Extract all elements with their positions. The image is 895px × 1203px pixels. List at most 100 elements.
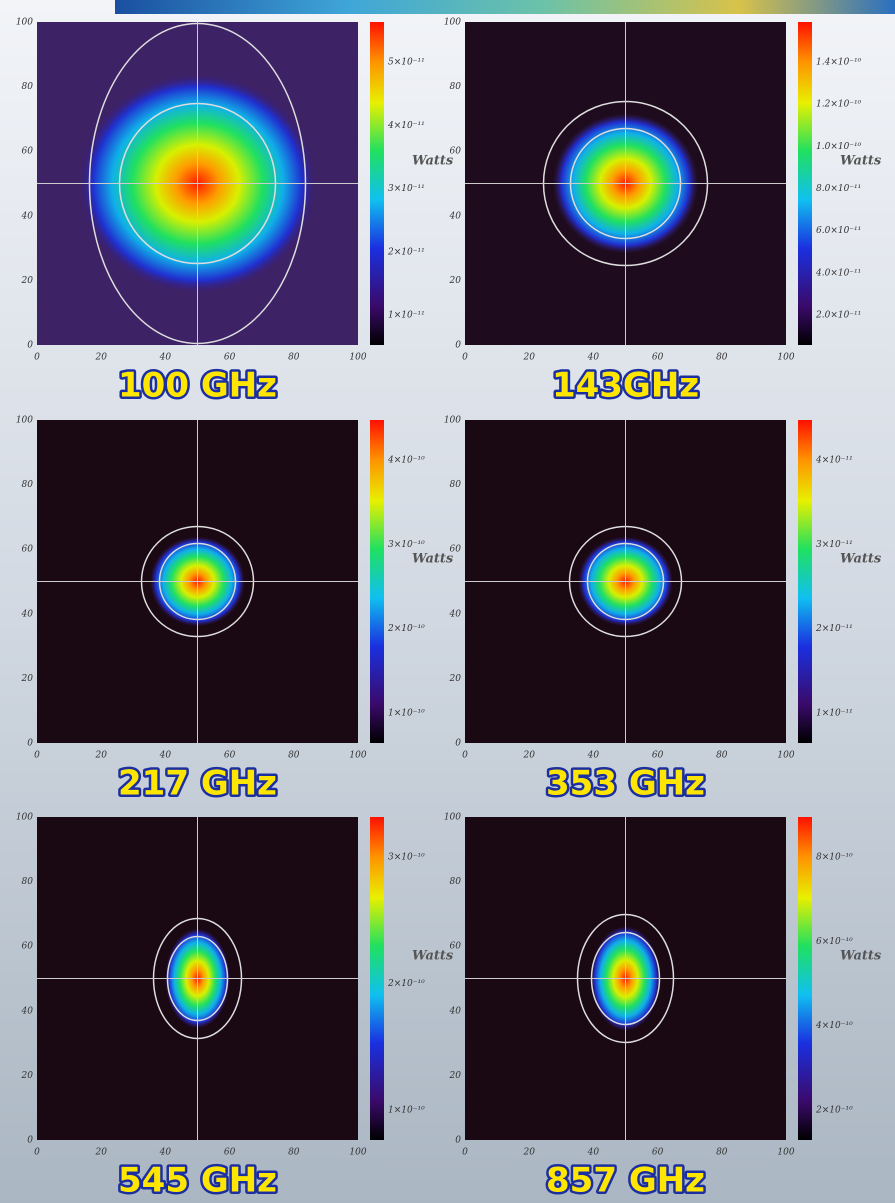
colorbar [798, 817, 812, 1140]
x-tick-label: 0 [462, 1148, 468, 1158]
header-strip [115, 0, 895, 14]
y-tick-label: 0 [27, 1136, 33, 1146]
x-tick-label: 40 [587, 1148, 600, 1158]
colorbar-label: 2×10⁻¹¹ [387, 247, 425, 257]
unit-label: Watts [412, 551, 454, 566]
colorbar-label: 6×10⁻¹⁰ [816, 937, 853, 947]
frequency-label: 100 GHz [118, 366, 277, 406]
colorbar-label: 2×10⁻¹¹ [815, 624, 853, 634]
colorbar-label: 4×10⁻¹⁰ [387, 456, 425, 466]
y-tick-label: 20 [21, 276, 34, 286]
y-tick-label: 0 [27, 739, 33, 749]
y-tick-label: 80 [22, 480, 34, 490]
x-tick-label: 80 [716, 1148, 728, 1158]
beam-panel: 0 20 40 60 80 100 0 20 40 60 80 100 4×10⁻¹⁰ 3×10⁻¹⁰ 2×… [16, 416, 454, 807]
colorbar-label: 6.0×10⁻¹¹ [816, 226, 861, 236]
x-tick-label: 60 [652, 1148, 664, 1158]
colorbar-label: 8×10⁻¹⁰ [816, 853, 853, 863]
unit-label: Watts [840, 948, 882, 963]
y-tick-label: 80 [450, 82, 462, 92]
y-tick-label: 60 [22, 942, 34, 952]
x-tick-label: 60 [652, 751, 664, 761]
y-tick-label: 20 [21, 674, 34, 684]
colorbar-label: 1.0×10⁻¹⁰ [816, 142, 862, 152]
y-tick-label: 100 [16, 416, 33, 426]
x-tick-label: 0 [462, 751, 468, 761]
colorbar-label: 2×10⁻¹⁰ [387, 624, 425, 634]
frequency-label: 217 GHz [118, 764, 277, 804]
frequency-label: 143GHz [552, 366, 699, 406]
colorbar-label: 3×10⁻¹⁰ [388, 853, 425, 863]
y-tick-label: 100 [16, 813, 33, 823]
y-tick-label: 80 [450, 877, 462, 887]
x-tick-label: 80 [716, 353, 728, 363]
y-tick-label: 80 [22, 82, 34, 92]
x-tick-label: 0 [34, 353, 40, 363]
y-tick-label: 60 [450, 147, 462, 157]
colorbar-label: 4.0×10⁻¹¹ [815, 268, 861, 278]
colorbar [370, 420, 384, 743]
x-tick-label: 80 [288, 1148, 300, 1158]
x-tick-label: 80 [288, 751, 300, 761]
panels: 0 20 40 60 80 100 0 20 40 60 80 100 5×10⁻¹¹ 4×10⁻¹¹ 3×… [16, 18, 882, 1203]
y-tick-label: 100 [444, 813, 461, 823]
unit-label: Watts [840, 153, 882, 168]
beam-panel: 0 20 40 60 80 100 0 20 40 60 80 100 5×10⁻¹¹ 4×10⁻¹¹ 3×… [16, 18, 454, 409]
x-tick-label: 80 [288, 353, 300, 363]
x-tick-label: 20 [94, 353, 107, 363]
colorbar-label: 4×10⁻¹¹ [815, 456, 853, 466]
x-tick-label: 100 [777, 751, 794, 761]
beam-panel: 0 20 40 60 80 100 0 20 40 60 80 100 1.4×10⁻¹⁰ 1.2×10⁻… [444, 18, 882, 409]
x-tick-label: 100 [349, 1148, 366, 1158]
y-tick-label: 20 [449, 1071, 462, 1081]
y-tick-label: 100 [444, 18, 461, 28]
x-tick-label: 100 [349, 751, 366, 761]
colorbar-label: 2×10⁻¹⁰ [815, 1106, 853, 1116]
colorbar-label: 3×10⁻¹¹ [816, 540, 853, 550]
x-tick-label: 0 [34, 1148, 40, 1158]
beam-panel: 0 20 40 60 80 100 0 20 40 60 80 100 8×10⁻¹⁰ 6×10⁻¹⁰ 4×… [444, 813, 882, 1203]
x-tick-label: 20 [94, 1148, 107, 1158]
x-tick-label: 80 [716, 751, 728, 761]
frequency-label: 545 GHz [118, 1161, 277, 1201]
x-tick-label: 60 [224, 353, 236, 363]
y-tick-label: 40 [449, 609, 462, 619]
unit-label: Watts [840, 551, 882, 566]
x-tick-label: 40 [159, 751, 172, 761]
y-tick-label: 0 [455, 739, 461, 749]
x-tick-label: 40 [159, 353, 172, 363]
x-tick-label: 60 [652, 353, 664, 363]
unit-label: Watts [412, 948, 454, 963]
y-tick-label: 60 [22, 545, 34, 555]
x-tick-label: 100 [349, 353, 366, 363]
x-tick-label: 100 [777, 1148, 794, 1158]
y-tick-label: 40 [21, 1006, 34, 1016]
y-tick-label: 100 [16, 18, 33, 28]
x-tick-label: 40 [159, 1148, 172, 1158]
colorbar-label: 2×10⁻¹⁰ [387, 979, 425, 989]
y-tick-label: 80 [450, 480, 462, 490]
colorbar-label: 1.2×10⁻¹⁰ [816, 100, 862, 110]
y-tick-label: 60 [22, 147, 34, 157]
y-tick-label: 0 [455, 1136, 461, 1146]
x-tick-label: 40 [587, 353, 600, 363]
frequency-label: 857 GHz [546, 1161, 705, 1201]
y-tick-label: 80 [22, 877, 34, 887]
y-tick-label: 40 [21, 609, 34, 619]
colorbar-label: 3×10⁻¹⁰ [388, 540, 425, 550]
x-tick-label: 0 [34, 751, 40, 761]
colorbar [370, 817, 384, 1140]
y-tick-label: 40 [449, 211, 462, 221]
x-tick-label: 20 [522, 353, 535, 363]
colorbar [798, 22, 812, 345]
colorbar-label: 1×10⁻¹¹ [388, 311, 425, 321]
y-tick-label: 20 [449, 674, 462, 684]
x-tick-label: 40 [587, 751, 600, 761]
y-tick-label: 60 [450, 545, 462, 555]
y-tick-label: 100 [444, 416, 461, 426]
y-tick-label: 60 [450, 942, 462, 952]
x-tick-label: 20 [94, 751, 107, 761]
x-tick-label: 60 [224, 1148, 236, 1158]
x-tick-label: 20 [522, 1148, 535, 1158]
